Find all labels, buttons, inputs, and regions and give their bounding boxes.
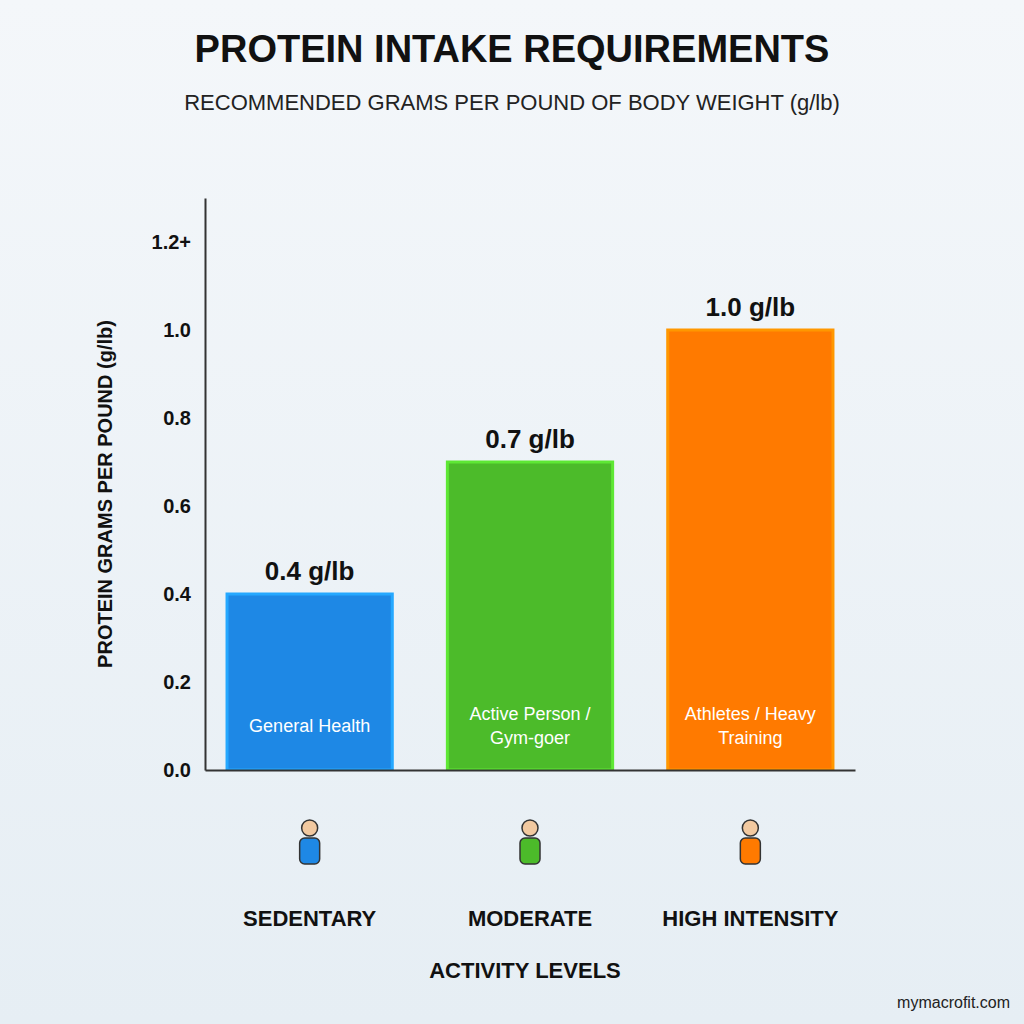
x-tick-label: MODERATE (468, 906, 592, 931)
x-axis-title: ACTIVITY LEVELS (429, 958, 621, 983)
bar-annotation: Athletes / Heavy Training (685, 704, 816, 748)
data-label: 0.7 g/lb (485, 424, 575, 454)
x-tick: MODERATE (468, 770, 592, 931)
data-labels: 0.4 g/lb 0.7 g/lb 1.0 g/lb (265, 292, 795, 586)
bar-annotation-line: Athletes / Heavy (685, 704, 816, 724)
x-axis-line (206, 770, 856, 772)
bar-annotation: General Health (249, 716, 370, 736)
bar (668, 330, 833, 770)
bar-annotation-line: Gym-goer (490, 728, 570, 748)
y-tick-label: 0.8 (163, 407, 191, 429)
icon-head (522, 820, 538, 836)
x-axis: SEDENTARY MODERATE HIGH INTENSITY (206, 770, 856, 931)
data-label: 0.4 g/lb (265, 556, 355, 586)
y-tick-label: 1.2+ (152, 231, 191, 253)
icon-body (300, 838, 320, 864)
icon-body (740, 838, 760, 864)
x-tick-label: SEDENTARY (243, 906, 377, 931)
subtitle: RECOMMENDED GRAMS PER POUND OF BODY WEIG… (184, 90, 840, 115)
bar-annotation-line: Active Person / (469, 704, 590, 724)
x-tick-label: HIGH INTENSITY (662, 906, 838, 931)
y-tick: 0.6 (163, 495, 205, 517)
y-tick-label: 0.0 (163, 759, 191, 781)
source: mymacrofit.com (897, 994, 1010, 1011)
y-tick-label: 0.2 (163, 671, 191, 693)
y-tick-label: 1.0 (163, 319, 191, 341)
y-axis-title: PROTEIN GRAMS PER POUND (g/lb) (94, 320, 116, 668)
bar (227, 594, 392, 770)
y-tick: 0.8 (163, 407, 205, 429)
bar-annotation-line: Training (718, 728, 782, 748)
y-tick: 1.2+ (152, 231, 205, 253)
bar-annotation: Active Person / Gym-goer (469, 704, 590, 748)
y-tick-label: 0.4 (163, 583, 192, 605)
icons (300, 820, 761, 864)
y-tick: 1.0 (163, 319, 205, 341)
icon-head (742, 820, 758, 836)
data-label: 1.0 g/lb (706, 292, 796, 322)
y-axis: 0.0 0.2 0.4 0.6 0.8 1.0 1.2+ (152, 199, 206, 781)
y-axis-line (205, 199, 207, 771)
y-tick: 0.2 (163, 671, 205, 693)
bars (227, 330, 833, 770)
bar-annotations: General Health Active Person / Gym-goer Ath… (249, 704, 816, 748)
title: PROTEIN INTAKE REQUIREMENTS (195, 28, 830, 70)
y-tick-label: 0.6 (163, 495, 191, 517)
background (0, 0, 1024, 1024)
y-tick: 0.4 (163, 583, 205, 605)
bar (447, 462, 612, 770)
bar-annotation-line: General Health (249, 716, 370, 736)
icon-body (520, 838, 540, 864)
chart: PROTEIN INTAKE REQUIREMENTS RECOMMENDED G… (0, 0, 1024, 1024)
y-tick: 0.0 (163, 759, 205, 781)
x-tick: HIGH INTENSITY (662, 770, 838, 931)
icon-head (302, 820, 318, 836)
x-tick: SEDENTARY (243, 770, 377, 931)
